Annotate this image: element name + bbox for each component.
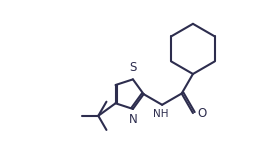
Text: N: N (129, 113, 138, 126)
Text: NH: NH (153, 109, 169, 119)
Text: S: S (129, 61, 136, 74)
Text: O: O (197, 107, 206, 120)
